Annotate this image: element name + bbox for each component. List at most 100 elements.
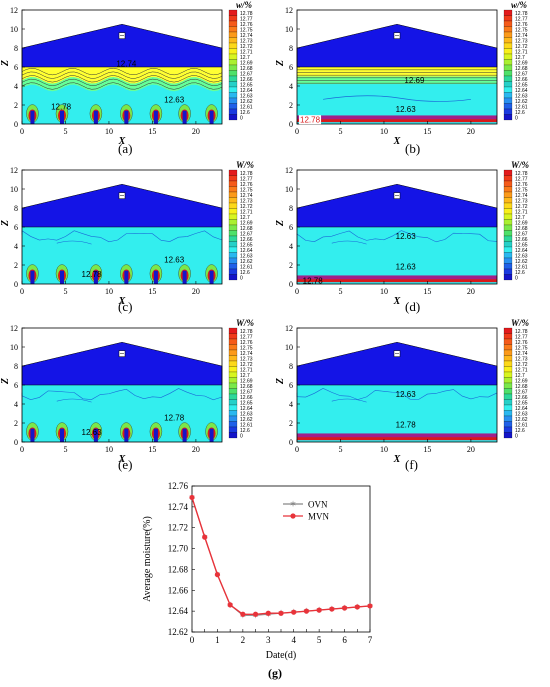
legend-level-label: 12.61: [515, 422, 528, 428]
legend-level-label: 12.74: [515, 351, 528, 357]
point-mvn: [341, 605, 348, 611]
legend-level-label: 12.73: [515, 356, 528, 362]
legend-level-label: 12.69: [515, 220, 528, 226]
contour-line: [56, 240, 92, 245]
x-tick-label: 15: [148, 445, 156, 454]
legend-level-label: 12.7: [515, 373, 525, 379]
legend-swatch: [503, 410, 513, 417]
legend-swatch: [503, 53, 513, 60]
legend-level-label: 12.63: [515, 93, 528, 99]
legend-swatch: [503, 355, 513, 362]
legend-level-label: 12.61: [240, 422, 253, 428]
moisture-line-chart: 0 1 2 3 4 5 6 7 12.62 12.64 12.66 12.68 12.70 12.72 12…: [140, 478, 380, 682]
legend-swatch: [228, 9, 238, 16]
z-tick-label: 4: [14, 82, 18, 91]
vent-duct: [153, 110, 158, 124]
x-tick-label: 6: [342, 635, 347, 645]
legend-level-label: 12.66: [515, 77, 528, 83]
x-tick-label: 20: [192, 445, 200, 454]
legend-swatch: [503, 208, 513, 215]
legend-level-label: 12.64: [515, 406, 528, 412]
legend-swatch: [503, 15, 513, 22]
vent-duct: [153, 270, 158, 284]
x-tick-label: 15: [148, 287, 156, 296]
z-tick-label: 12: [285, 166, 293, 175]
legend-level-label: 12.7: [515, 215, 525, 221]
z-tick-label: 2: [289, 261, 293, 270]
legend-level-label: 12.63: [240, 411, 253, 417]
z-tick-label: 0: [14, 120, 18, 129]
x-tick-label: 10: [380, 287, 388, 296]
legend-level-label: 12.65: [240, 242, 253, 248]
legend-swatch: [228, 219, 238, 226]
caption-a: (a): [118, 141, 133, 156]
vent-duct: [124, 428, 129, 442]
z-tick-label: 0: [14, 280, 18, 289]
x-axis-label: X: [118, 136, 126, 147]
legend-level-label: 12.66: [240, 237, 253, 243]
legend-level-label: 12.67: [515, 71, 528, 77]
legend-swatch: [228, 20, 238, 27]
z-axis-label: Z: [0, 220, 11, 227]
x-tick-label: 20: [192, 127, 200, 136]
legend-level-label: 12.6: [240, 428, 250, 434]
x-axis-label: X: [393, 136, 401, 147]
legend-swatch: [503, 338, 513, 345]
z-tick-label: 2: [289, 101, 293, 110]
vent-duct: [60, 110, 64, 124]
legend-swatch: [503, 421, 513, 428]
legend-level-label: 12.74: [515, 33, 528, 39]
legend-swatch: [228, 235, 238, 242]
z-tick-label: 2: [289, 419, 293, 428]
legend-level-label: 12.77: [240, 334, 253, 340]
legend-level-label: 12.61: [515, 104, 528, 110]
contour-line: [296, 388, 498, 400]
legend-level-label: 12.65: [240, 400, 253, 406]
contour-label: 12.78: [82, 270, 103, 279]
z-tick-label: 4: [289, 400, 293, 409]
legend-level-label: 12.77: [240, 176, 253, 182]
legend-swatch: [228, 37, 238, 44]
legend-swatch: [503, 257, 513, 264]
legend-swatch: [503, 97, 513, 104]
legend-level-label: 12.7: [240, 373, 250, 379]
x-tick-label: 10: [380, 127, 388, 136]
legend-level-label: 12.75: [240, 187, 253, 193]
moisture-line-chart-svg: 0 1 2 3 4 5 6 7 12.62 12.64 12.66 12.68 12.70 12.72 12…: [142, 481, 374, 680]
legend-level-label: 12.73: [240, 38, 253, 44]
contour-label: 12.74: [116, 60, 137, 69]
contour-plot-b: 0 5 10 15 20024681012XZ12.6912.6312.78w/%12.…: [275, 0, 528, 147]
z-tick-label: 8: [289, 204, 293, 213]
legend-level-label: 12.68: [515, 384, 528, 390]
z-tick-label: 0: [289, 438, 293, 447]
legend-level-label: 12.68: [240, 226, 253, 232]
legend-swatch: [228, 191, 238, 198]
legend-swatch: [228, 64, 238, 71]
x-tick-label: 20: [467, 287, 475, 296]
caption-e: (e): [118, 457, 133, 472]
vent-duct: [209, 428, 214, 442]
legend-swatch: [503, 26, 513, 33]
x-tick-label: 5: [63, 127, 67, 136]
legend-level-label: 12.6: [515, 270, 525, 276]
legend-swatch: [228, 355, 238, 362]
legend-swatch: [228, 349, 238, 356]
legend-swatch: [228, 421, 238, 428]
legend-level-label: 12.71: [515, 49, 528, 55]
legend-level-label: 12.67: [240, 389, 253, 395]
legend-swatch: [228, 169, 238, 176]
legend-level-label: 12.63: [240, 253, 253, 259]
x-tick-label: 5: [63, 445, 67, 454]
x-tick-label: 0: [295, 445, 299, 454]
legend-swatch: [228, 241, 238, 248]
legend-level-label: 12.78: [515, 11, 528, 17]
contour-label: 12.78: [303, 277, 324, 286]
x-tick-label: 4: [291, 635, 296, 645]
legend-level-label: 12.68: [240, 66, 253, 72]
series-line-ovn: [191, 497, 371, 616]
legend-title: W/%: [511, 318, 530, 328]
contour-line: [21, 67, 223, 76]
contour-label: 12.63: [396, 390, 417, 399]
legend-level-label: 12.74: [240, 351, 253, 357]
legend-level-label: 12.76: [515, 22, 528, 28]
